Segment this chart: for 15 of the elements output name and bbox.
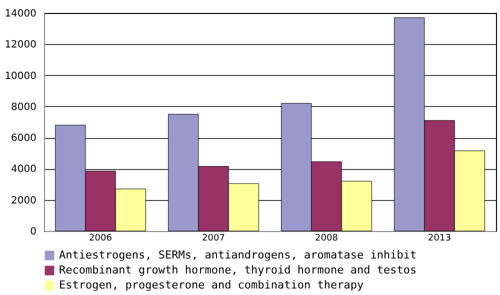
y-tick-label: 10000	[4, 70, 36, 82]
y-tick-label: 14000	[4, 8, 36, 20]
y-tick-label: 6000	[11, 133, 36, 144]
legend-label: Estrogen, progesterone and combination therapy	[59, 278, 364, 292]
legend-label: Recombinant growth hormone, thyroid hormone and testos	[59, 264, 417, 276]
y-tick-label: 4000	[11, 164, 36, 176]
x-tick-label: 2008	[315, 234, 338, 244]
x-tick-label: 2013	[428, 234, 451, 244]
x-tick-label: 2007	[202, 234, 225, 244]
y-tick-label: 12000	[4, 40, 36, 51]
y-tick-label: 8000	[11, 102, 36, 113]
legend-label: Antiestrogens, SERMs, antiandrogens, aromatase inhibit	[59, 248, 417, 262]
y-tick-label: 0	[30, 226, 36, 238]
x-tick-label: 2006	[89, 234, 112, 244]
y-tick-label: 2000	[11, 195, 36, 206]
